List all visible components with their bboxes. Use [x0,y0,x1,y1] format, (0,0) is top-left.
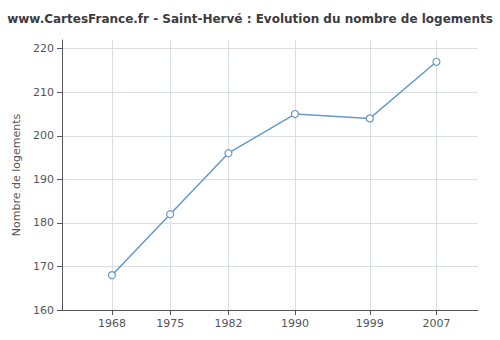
svg-text:200: 200 [33,129,54,142]
svg-text:Nombre de logements: Nombre de logements [10,113,23,236]
svg-text:220: 220 [33,42,54,55]
svg-text:2007: 2007 [422,317,450,330]
svg-text:210: 210 [33,86,54,99]
svg-text:180: 180 [33,216,54,229]
svg-text:1990: 1990 [281,317,309,330]
svg-text:1999: 1999 [356,317,384,330]
svg-text:160: 160 [33,304,54,317]
svg-text:1982: 1982 [214,317,242,330]
svg-text:www.CartesFrance.fr - Saint-He: www.CartesFrance.fr - Saint-Hervé : Evol… [7,12,493,26]
svg-text:1975: 1975 [156,317,184,330]
svg-text:170: 170 [33,260,54,273]
svg-text:1968: 1968 [98,317,126,330]
svg-text:190: 190 [33,173,54,186]
